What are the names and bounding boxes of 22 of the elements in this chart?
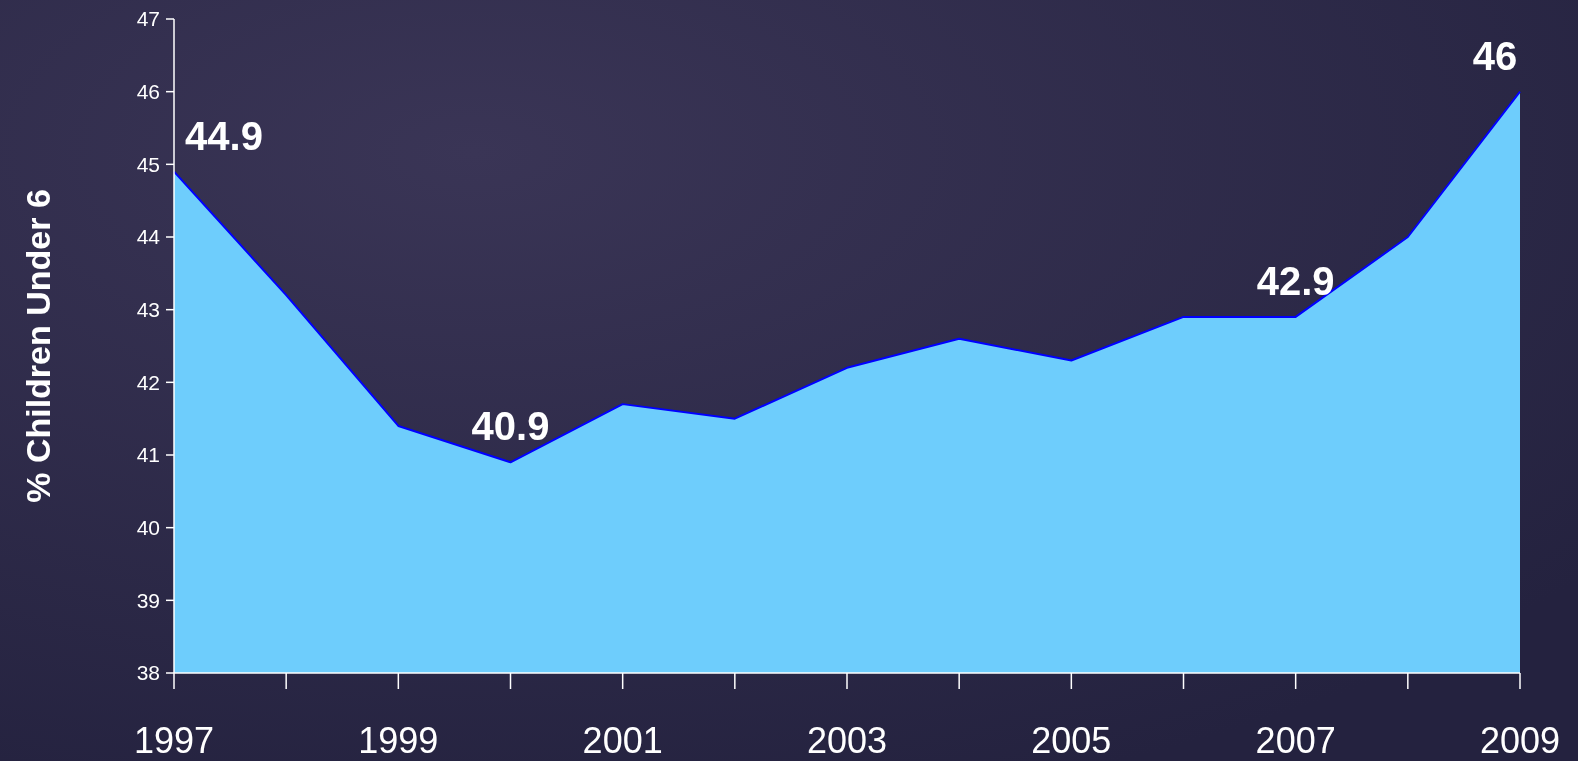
data-label: 46: [1472, 33, 1518, 78]
y-tick-label: 40: [136, 516, 160, 540]
x-tick-label: 2009: [1479, 720, 1561, 761]
x-tick-label: 2001: [582, 720, 663, 761]
y-tick-label: 45: [136, 152, 160, 176]
y-tick-label: 44: [136, 225, 161, 249]
y-tick-label: 47: [136, 7, 160, 31]
y-tick-label: 38: [136, 661, 160, 685]
x-tick-label: 2005: [1031, 720, 1112, 761]
y-tick-label: 43: [136, 298, 160, 322]
data-label: 40.9: [471, 404, 550, 449]
y-tick-label: 42: [136, 370, 160, 394]
x-tick-label: 2003: [806, 720, 888, 761]
x-tick-label: 2007: [1255, 720, 1336, 761]
y-tick-label: 41: [136, 443, 160, 467]
y-axis-title: % Children Under 6: [19, 189, 57, 503]
x-tick-label: 1999: [358, 720, 439, 761]
data-label: 44.9: [185, 113, 263, 158]
y-tick-label: 46: [136, 80, 160, 104]
data-label: 42.9: [1256, 258, 1335, 303]
y-tick-label: 39: [136, 588, 160, 612]
x-tick-label: 1997: [133, 720, 215, 761]
